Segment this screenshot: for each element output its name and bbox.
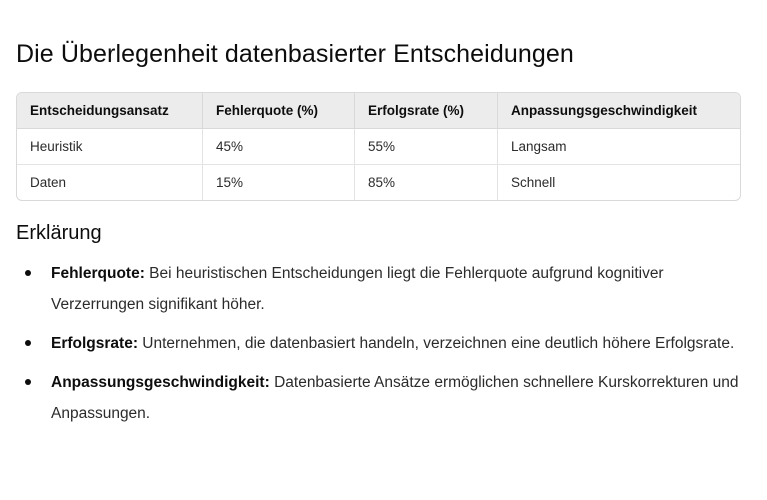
page-title: Die Überlegenheit datenbasierter Entsche… xyxy=(16,40,574,68)
table-cell: 45% xyxy=(202,128,355,165)
table-cell: Heuristik xyxy=(17,128,203,165)
comparison-table: Entscheidungsansatz Fehlerquote (%) Erfo… xyxy=(16,92,741,201)
bullet-icon xyxy=(25,379,31,385)
table-cell: Schnell xyxy=(511,175,556,190)
table-cell: 15% xyxy=(202,164,355,200)
list-item-term: Anpassungsgeschwindigkeit: xyxy=(51,374,270,391)
list-item: Erfolgsrate: Unternehmen, die datenbasie… xyxy=(16,328,746,359)
header-cell-adaptation-speed: Anpassungsgeschwindigkeit xyxy=(497,93,740,129)
table-cell: Daten xyxy=(17,164,203,200)
table-row: Heuristik 45% 55% Langsam xyxy=(17,128,740,165)
explanation-list: Fehlerquote: Bei heuristischen Entscheid… xyxy=(16,258,746,437)
list-item-text: Datenbasierte Ansätze ermöglichen schnel… xyxy=(51,374,739,422)
table-header-row: Entscheidungsansatz Fehlerquote (%) Erfo… xyxy=(17,93,740,129)
list-item-text: Bei heuristischen Entscheidungen liegt d… xyxy=(51,265,664,313)
header-cell-approach: Entscheidungsansatz xyxy=(17,93,203,129)
table-cell: Langsam xyxy=(497,128,740,165)
list-item: Anpassungsgeschwindigkeit: Datenbasierte… xyxy=(16,367,746,429)
list-item-term: Fehlerquote: xyxy=(51,265,145,282)
section-heading: Erklärung xyxy=(16,222,102,244)
table-cell: 85% xyxy=(354,164,498,200)
table-row: Daten 15% 85% Schnell xyxy=(17,164,740,200)
header-cell-success-rate: Erfolgsrate (%) xyxy=(354,93,498,129)
bullet-icon xyxy=(25,340,31,346)
bullet-icon xyxy=(25,270,31,276)
table-cell: 55% xyxy=(354,128,498,165)
header-cell-error-rate: Fehlerquote (%) xyxy=(202,93,355,129)
list-item-term: Erfolgsrate: xyxy=(51,335,138,352)
list-item: Fehlerquote: Bei heuristischen Entscheid… xyxy=(16,258,746,320)
list-item-text: Unternehmen, die datenbasiert handeln, v… xyxy=(138,335,735,352)
